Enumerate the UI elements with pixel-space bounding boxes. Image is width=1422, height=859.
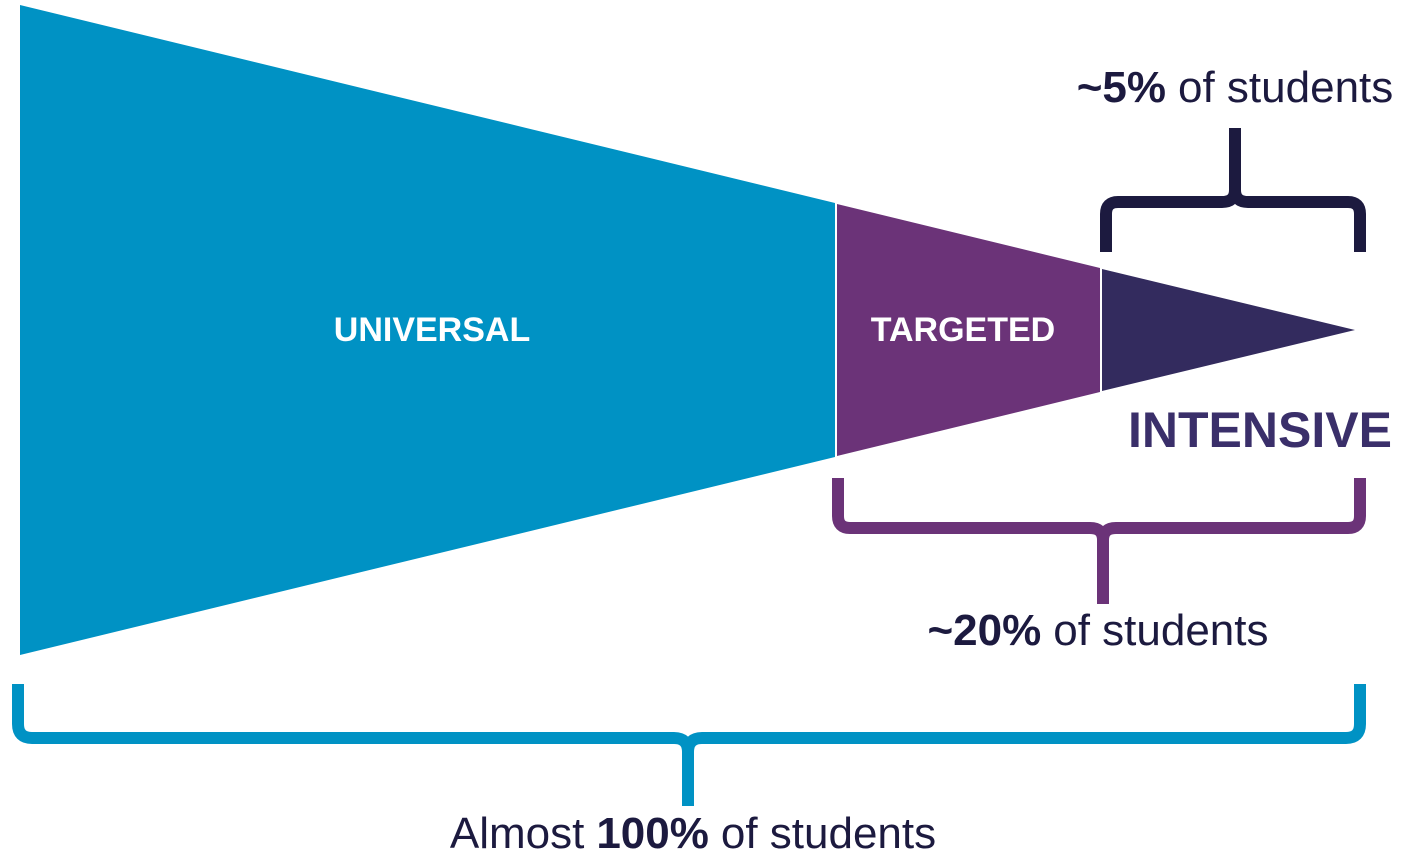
bracket-20-caption: ~20% of students xyxy=(927,606,1268,655)
universal-segment xyxy=(20,5,835,655)
emphasis: ~20% xyxy=(927,606,1041,655)
targeted-label: TARGETED xyxy=(871,311,1055,349)
bracket-20 xyxy=(832,478,1366,604)
emphasis: ~5% xyxy=(1077,63,1166,112)
bracket-5 xyxy=(1100,128,1366,252)
suffix: of students xyxy=(721,809,936,858)
emphasis: 100% xyxy=(596,809,709,858)
bracket-5-caption: ~5% of students xyxy=(1077,63,1394,112)
universal-label: UNIVERSAL xyxy=(334,311,530,349)
suffix: of students xyxy=(1178,63,1393,112)
prefix: Almost xyxy=(450,809,584,858)
intensive-label: INTENSIVE xyxy=(1128,402,1392,458)
targeted-segment xyxy=(837,204,1100,456)
bracket-100-caption: Almost 100% of students xyxy=(450,809,936,858)
intensive-segment xyxy=(1102,269,1355,391)
bracket-100 xyxy=(12,684,1366,806)
suffix: of students xyxy=(1053,606,1268,655)
